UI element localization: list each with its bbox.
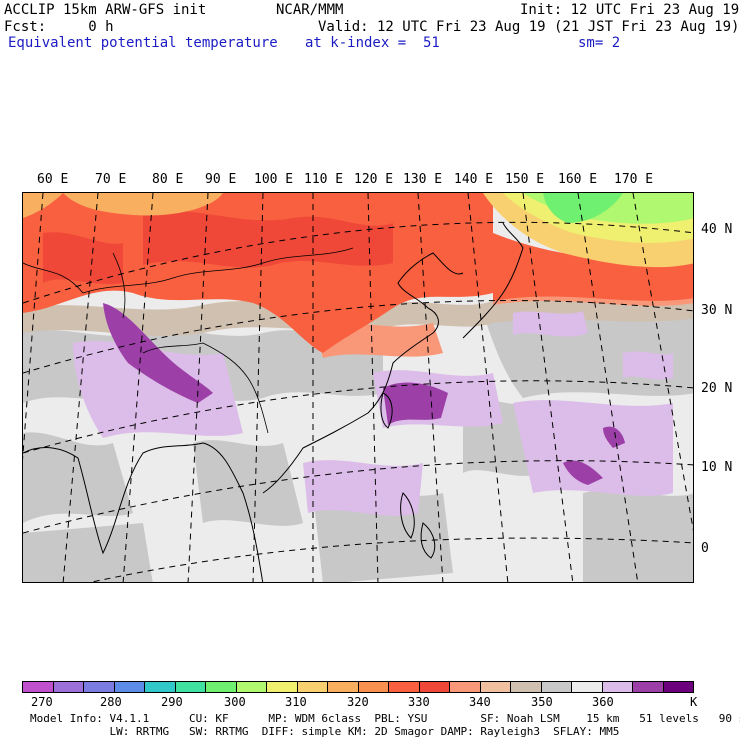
colorbar-tick-360: 360	[592, 695, 614, 709]
colorbar-swatch	[663, 682, 693, 692]
lon-label-120e: 120 E	[354, 172, 394, 187]
dark-red-theta-region	[43, 210, 393, 285]
colorbar-tick-340: 340	[469, 695, 491, 709]
lon-label-150e: 150 E	[505, 172, 545, 187]
colorbar-tick-330: 330	[408, 695, 430, 709]
lat-label-0: 0	[701, 541, 709, 556]
valid-time: Valid: 12 UTC Fri 23 Aug 19 (21 JST Fri …	[318, 19, 740, 35]
smoothing: sm= 2	[578, 35, 621, 51]
colorbar-swatch	[53, 682, 84, 692]
lat-label-20n: 20 N	[701, 381, 733, 396]
colorbar-swatch	[419, 682, 450, 692]
orange-theta-region	[63, 193, 223, 216]
colorbar-swatch	[572, 682, 603, 692]
colorbar-swatch	[602, 682, 633, 692]
colorbar-swatch	[84, 682, 115, 692]
lon-label-80e: 80 E	[152, 172, 184, 187]
colorbar-swatch	[236, 682, 267, 692]
orange-theta-region-west	[23, 193, 63, 218]
colorbar-swatch	[114, 682, 145, 692]
colorbar-unit: K	[690, 695, 698, 709]
lat-label-10n: 10 N	[701, 460, 733, 475]
colorbar-swatch	[633, 682, 664, 692]
colorbar-tick-280: 280	[100, 695, 122, 709]
colorbar-swatch	[145, 682, 176, 692]
lat-label-40n: 40 N	[701, 222, 733, 237]
map-canvas	[23, 193, 693, 582]
colorbar-swatch	[297, 682, 328, 692]
colorbar-swatch	[541, 682, 572, 692]
colorbar-tick-350: 350	[531, 695, 553, 709]
colorbar-swatch	[206, 682, 237, 692]
colorbar-tick-320: 320	[347, 695, 369, 709]
lon-label-130e: 130 E	[403, 172, 443, 187]
lon-label-110e: 110 E	[304, 172, 344, 187]
colorbar-swatch	[358, 682, 389, 692]
init-time: Init: 12 UTC Fri 23 Aug 19	[520, 2, 740, 18]
theta-e-map	[22, 192, 694, 583]
lon-label-160e: 160 E	[558, 172, 598, 187]
colorbar-swatch	[328, 682, 359, 692]
field-name: Equivalent potential temperature	[8, 35, 278, 51]
lon-label-170e: 170 E	[614, 172, 654, 187]
colorbar-tick-310: 310	[285, 695, 307, 709]
model-title: ACCLIP 15km ARW-GFS init	[4, 2, 207, 18]
model-info-line2: LW: RRTMG SW: RRTMG DIFF: simple KM: 2D …	[30, 725, 620, 738]
colorbar	[22, 681, 694, 693]
colorbar-tick-290: 290	[161, 695, 183, 709]
green-theta-region	[543, 193, 623, 223]
colorbar-swatch	[389, 682, 420, 692]
colorbar-tick-270: 270	[31, 695, 53, 709]
country-borders	[23, 247, 354, 434]
colorbar-tick-300: 300	[224, 695, 246, 709]
lon-label-60e: 60 E	[37, 172, 69, 187]
k-index: at k-index = 51	[305, 35, 440, 51]
colorbar-swatch	[175, 682, 206, 692]
lon-label-90e: 90 E	[205, 172, 237, 187]
forecast-hour: Fcst: 0 h	[4, 19, 114, 35]
lon-label-70e: 70 E	[95, 172, 127, 187]
colorbar-swatch	[511, 682, 542, 692]
colorbar-swatch	[23, 682, 54, 692]
model-info-line1: Model Info: V4.1.1 CU: KF MP: WDM 6class…	[30, 712, 740, 725]
lon-label-100e: 100 E	[254, 172, 294, 187]
graticule	[23, 193, 693, 582]
lat-label-30n: 30 N	[701, 303, 733, 318]
colorbar-swatch	[480, 682, 511, 692]
institution-label: NCAR/MMM	[276, 2, 344, 18]
coastlines	[23, 222, 524, 582]
colorbar-swatch	[450, 682, 481, 692]
colorbar-swatch	[267, 682, 298, 692]
lon-label-140e: 140 E	[454, 172, 494, 187]
